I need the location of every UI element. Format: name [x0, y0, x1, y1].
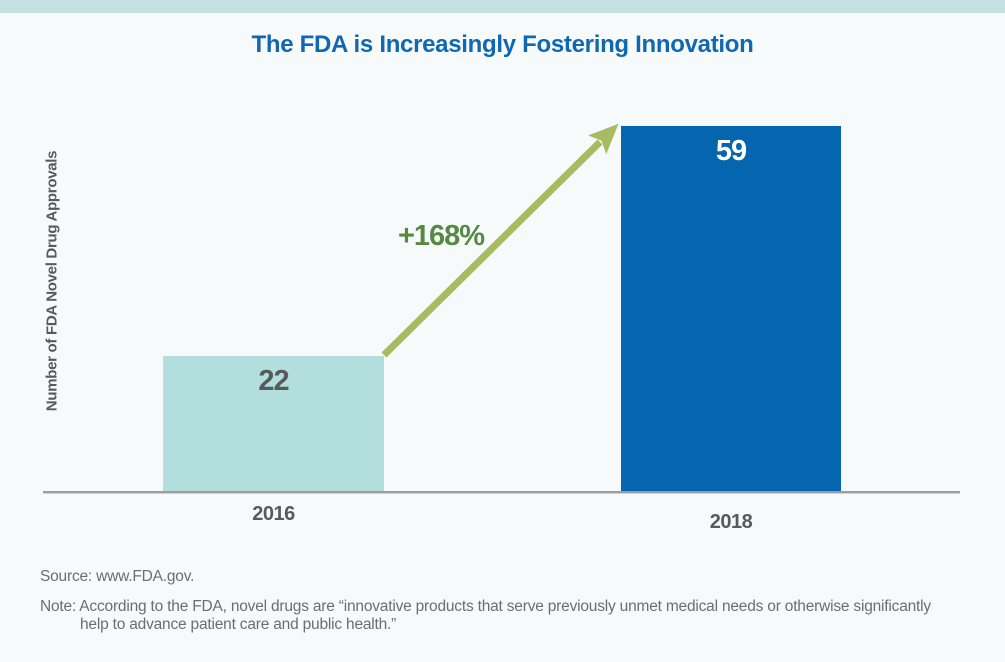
bar-2016: 22	[163, 356, 384, 493]
growth-arrow-icon	[381, 123, 619, 358]
bar-2016-value: 22	[258, 365, 289, 397]
x-tick-2018: 2018	[709, 511, 753, 533]
bar-2018: 59	[621, 126, 841, 493]
x-tick-2016: 2016	[252, 503, 295, 525]
growth-annotation: +168%	[397, 220, 485, 252]
top-accent-strip	[0, 0, 1005, 13]
note-text-line2: help to advance patient care and public …	[80, 616, 397, 633]
x-axis-line	[43, 491, 960, 493]
chart-title: The FDA is Increasingly Fostering Innova…	[251, 31, 754, 58]
y-axis-label: Number of FDA Novel Drug Approvals	[43, 150, 61, 412]
bar-2018-value: 59	[715, 135, 747, 167]
note-text-line1: Note: According to the FDA, novel drugs …	[40, 598, 931, 615]
source-text: Source: www.FDA.gov.	[40, 568, 195, 585]
